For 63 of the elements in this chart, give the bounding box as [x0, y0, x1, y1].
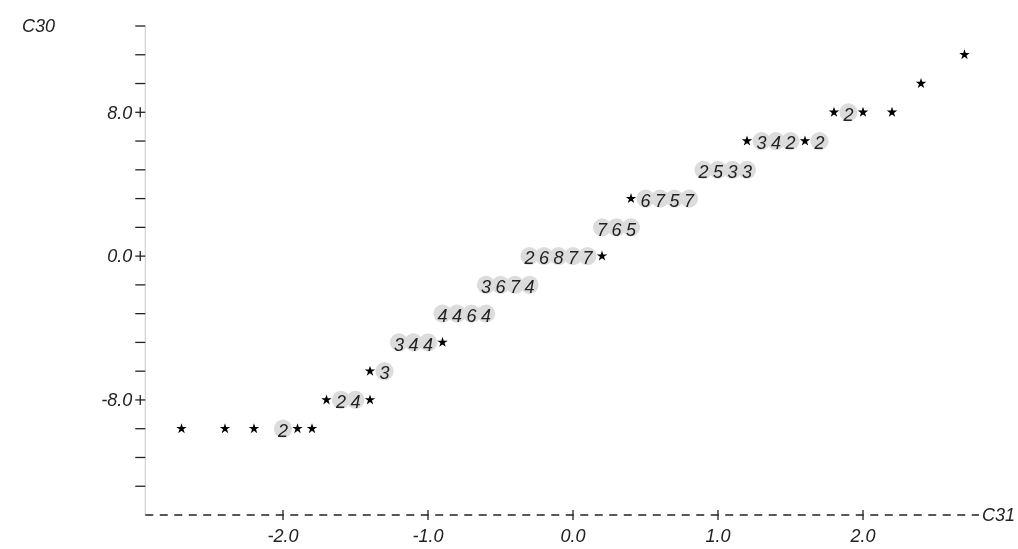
point — [306, 423, 318, 434]
annotation: 5 — [712, 162, 724, 183]
annotation: 2 — [276, 421, 289, 442]
annotation: 6 — [495, 277, 507, 298]
annotation: 4 — [422, 334, 434, 355]
annotation: 3 — [480, 277, 492, 298]
annotation: 4 — [350, 392, 361, 413]
point — [857, 106, 869, 117]
annotation: 7 — [596, 219, 608, 240]
point — [959, 49, 970, 60]
annotation: 6 — [611, 219, 623, 240]
point — [292, 423, 303, 434]
annotation: 4 — [408, 334, 419, 355]
annotation: 3 — [393, 334, 405, 355]
annotation: 3 — [756, 133, 767, 154]
annotation: 2 — [697, 162, 709, 183]
annotation: 6 — [640, 190, 652, 211]
y-tick-label: 8.0 — [107, 102, 133, 123]
point — [799, 135, 811, 146]
x-tick-label: 0.0 — [560, 526, 586, 546]
annotation: 2 — [784, 133, 796, 154]
annotation: 7 — [509, 277, 521, 298]
x-tick-label: 1.0 — [705, 526, 731, 546]
x-axis-title: C31 — [982, 505, 1016, 526]
y-tick-label: 0.0 — [107, 246, 133, 267]
annotation: 7 — [582, 248, 594, 269]
annotation: 2 — [523, 248, 535, 269]
point — [219, 423, 231, 434]
point — [364, 394, 376, 405]
annotation: 2 — [813, 133, 825, 154]
annotation: 3 — [379, 363, 390, 384]
annotation: 7 — [654, 190, 666, 211]
x-tick-label: 2.0 — [849, 526, 876, 546]
annotation: 5 — [625, 219, 637, 240]
point — [625, 193, 637, 204]
annotation: 3 — [741, 162, 753, 183]
annotation: 2 — [842, 104, 854, 125]
point — [364, 365, 376, 376]
annotation: 6 — [466, 305, 478, 326]
x-tick-label: -1.0 — [412, 526, 444, 546]
point — [596, 250, 608, 261]
point — [176, 423, 187, 434]
annotation: 4 — [480, 305, 492, 326]
y-tick-label: -8.0 — [101, 390, 133, 411]
annotation: 4 — [524, 277, 535, 298]
point — [741, 135, 753, 146]
annotation: 4 — [451, 305, 463, 326]
x-tick-label: -2.0 — [267, 526, 299, 546]
point — [437, 336, 448, 347]
point — [248, 423, 260, 434]
annotation: 8 — [553, 248, 564, 269]
y-axis-title: C30 — [22, 16, 56, 37]
point — [886, 106, 898, 117]
annotation: 4 — [437, 305, 448, 326]
annotation: 7 — [567, 248, 579, 269]
point — [828, 106, 840, 117]
annotation: 2 — [334, 392, 347, 413]
annotation: 5 — [669, 190, 681, 211]
annotation: 6 — [538, 248, 550, 269]
annotation: 3 — [727, 162, 738, 183]
annotation: 7 — [683, 190, 695, 211]
annotation: 4 — [770, 133, 782, 154]
point — [321, 394, 332, 405]
